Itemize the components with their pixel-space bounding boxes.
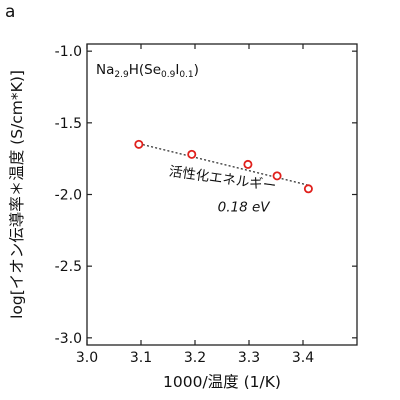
x-tick-label: 3.0 bbox=[76, 350, 98, 366]
y-tick-label: -2.0 bbox=[55, 188, 82, 204]
data-point bbox=[187, 149, 197, 159]
data-points-group bbox=[134, 139, 313, 194]
y-tick-label: -3.0 bbox=[55, 331, 82, 347]
data-point bbox=[303, 184, 313, 194]
plot-frame bbox=[86, 43, 358, 346]
activation-energy-label: 活性化エネルギー bbox=[168, 164, 277, 195]
x-tick-label: 3.2 bbox=[184, 350, 206, 366]
panel-label: a bbox=[5, 2, 16, 22]
data-point bbox=[272, 171, 282, 181]
x-tick-label: 3.3 bbox=[238, 350, 260, 366]
compound-label: Na2.9H(Se0.9I0.1) bbox=[96, 62, 199, 80]
x-axis-title: 1000/温度 (1/K) bbox=[163, 373, 281, 391]
y-axis-title: log[イオン伝導率＊温度 (S/cm*K)] bbox=[8, 70, 26, 319]
data-point bbox=[134, 139, 144, 149]
y-tick-label: -2.5 bbox=[55, 259, 82, 275]
x-tick-label: 3.1 bbox=[130, 350, 152, 366]
activation-energy-value: 0.18 eV bbox=[218, 200, 272, 216]
y-tick-label: -1.5 bbox=[55, 116, 82, 132]
y-tick-label: -1.0 bbox=[55, 44, 82, 60]
axes-group: 3.0 3.1 3.2 3.3 3.4 -1.0 -1.5 -2.0 -2.5 -3.0 bbox=[55, 43, 358, 366]
data-point bbox=[243, 159, 253, 169]
x-tick-label: 3.4 bbox=[292, 350, 314, 366]
